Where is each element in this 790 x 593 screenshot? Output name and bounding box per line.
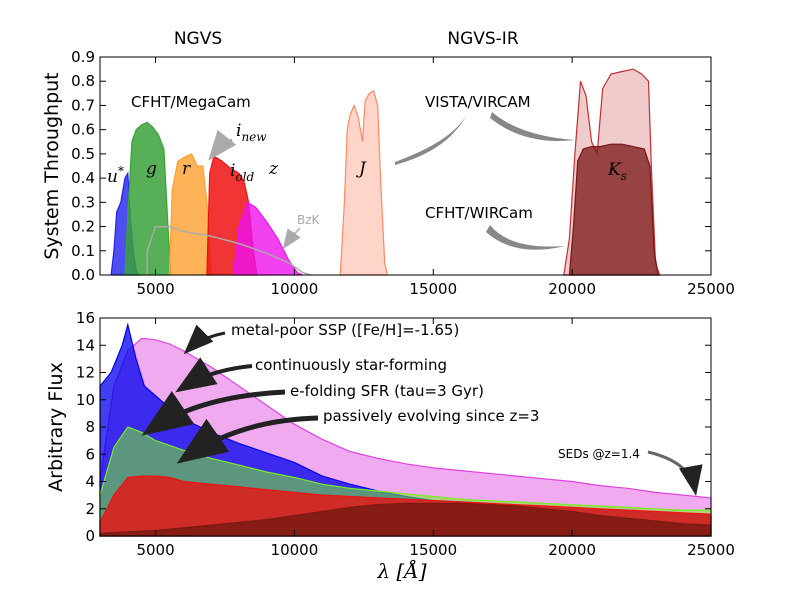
passive-arrow — [176, 415, 319, 464]
y-tick-label: 0.0 — [71, 266, 95, 284]
throughput-ticks: 5000 10000 15000 20000 25000 0.0 0.1 0.2 0.3 0.4 0… — [71, 48, 735, 298]
y-tick-label: 14 — [76, 336, 95, 354]
throughput-frame — [99, 56, 712, 276]
vircam-arrow-left — [395, 112, 468, 165]
vircam-label: VISTA/VIRCAM — [425, 93, 531, 111]
label-inew: inew — [236, 121, 267, 144]
sed-seds-z-1-4-dark-red — [99, 502, 712, 537]
x-tick-label: 25000 — [687, 280, 735, 298]
y-tick-label: 16 — [76, 309, 95, 327]
y-tick-label: 12 — [76, 364, 95, 382]
label-iold: iold — [230, 161, 255, 184]
filter-curves — [110, 68, 661, 276]
flux-frame — [99, 317, 712, 537]
x-tick-label: 20000 — [548, 541, 596, 559]
throughput-ylabel: System Throughput — [41, 72, 63, 259]
wircam-label: CFHT/WIRCam — [425, 204, 533, 222]
label-j: J — [356, 159, 367, 179]
y-tick-label: 0.3 — [71, 193, 95, 211]
sf-arrow — [175, 357, 253, 393]
filter-bzk — [146, 225, 312, 276]
y-tick-label: 0.9 — [71, 48, 95, 66]
y-tick-label: 8 — [85, 418, 95, 436]
bzk-label: BzK — [297, 213, 321, 227]
x-tick-label: 5000 — [136, 541, 174, 559]
wircam-arrow — [486, 225, 565, 250]
flux-panel: 5000 10000 15000 20000 25000 0 2 4 6 8 10 12 14 16 Ar… — [45, 309, 735, 583]
x-tick-label: 25000 — [687, 541, 735, 559]
ssp-arrow — [183, 324, 226, 355]
flux-xlabel: λ [Å] — [376, 558, 426, 583]
filter-wircam-ks — [568, 143, 659, 276]
x-tick-label: 5000 — [136, 280, 174, 298]
x-tick-label: 20000 — [548, 280, 596, 298]
y-tick-label: 0.8 — [71, 72, 95, 90]
passive-label: passively evolving since z=3 — [323, 407, 539, 425]
y-tick-label: 10 — [76, 391, 95, 409]
x-tick-label: 10000 — [271, 280, 319, 298]
label-z: z — [268, 159, 279, 179]
megacam-label: CFHT/MegaCam — [131, 93, 251, 111]
throughput-panel: 5000 10000 15000 20000 25000 0.0 0.1 0.2 0.3 0.4 0… — [41, 29, 735, 298]
y-tick-label: 0.7 — [71, 96, 95, 114]
flux-ylabel: Arbitrary Flux — [45, 362, 67, 492]
bzk-arrow — [282, 227, 301, 250]
y-tick-label: 0 — [85, 527, 95, 545]
ssp-label: metal-poor SSP ([Fe/H]=-1.65) — [231, 321, 459, 339]
label-u: u* — [107, 164, 124, 187]
filter-g — [124, 121, 172, 276]
y-tick-label: 0.1 — [71, 242, 95, 260]
efold-arrow — [141, 389, 286, 436]
y-tick-label: 4 — [85, 473, 95, 491]
y-tick-label: 0.6 — [71, 121, 95, 139]
sed-curves — [99, 322, 712, 537]
y-tick-label: 2 — [85, 500, 95, 518]
label-g: g — [146, 159, 157, 179]
y-tick-label: 6 — [85, 445, 95, 463]
sf-label: continuously star-forming — [255, 356, 447, 374]
y-tick-label: 0.2 — [71, 218, 95, 236]
efold-label: e-folding SFR (tau=3 Gyr) — [290, 382, 484, 400]
filter-z — [232, 201, 303, 276]
seds-arrow — [647, 450, 703, 496]
filter-j — [339, 89, 389, 276]
filter-r — [168, 153, 212, 276]
x-tick-label: 15000 — [409, 280, 457, 298]
header-ngvs-ir: NGVS-IR — [447, 29, 518, 49]
x-tick-label: 10000 — [271, 541, 319, 559]
flux-ticks: 5000 10000 15000 20000 25000 0 2 4 6 8 10 12 14 16 — [76, 309, 735, 559]
label-ks: Ks — [607, 160, 627, 183]
vircam-arrow-right — [490, 112, 575, 142]
inew-arrow — [208, 129, 237, 161]
x-tick-label: 15000 — [409, 541, 457, 559]
label-r: r — [182, 159, 191, 179]
y-tick-label: 0.5 — [71, 145, 95, 163]
y-tick-label: 0.4 — [71, 169, 95, 187]
seds-label: SEDs @z=1.4 — [558, 447, 640, 461]
header-ngvs: NGVS — [174, 29, 222, 49]
